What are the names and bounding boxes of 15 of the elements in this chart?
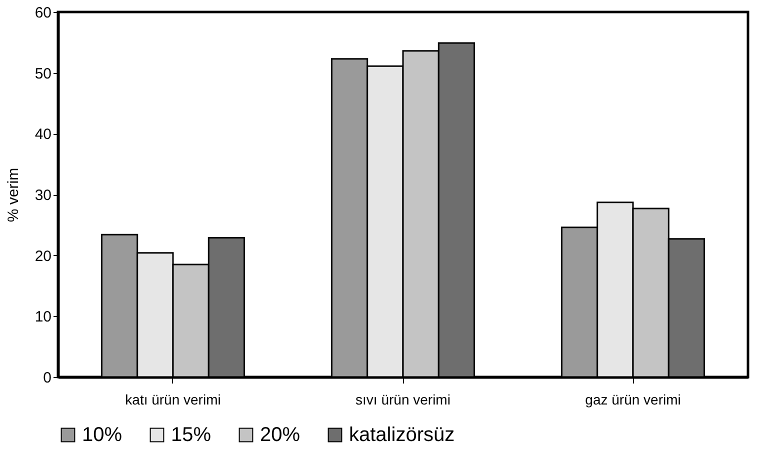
y-tick-label: 0 <box>43 370 52 386</box>
y-tick-label: 20 <box>34 248 52 265</box>
legend-label: katalizörsüz <box>349 424 455 446</box>
y-tick-label: 30 <box>34 187 52 204</box>
y-tick-label: 50 <box>34 65 52 82</box>
y-tick-label: 10 <box>34 308 52 326</box>
legend-label: 15% <box>171 424 212 446</box>
x-tick-label: sıvı ürün verimi <box>356 392 450 408</box>
legend-label: 10% <box>82 424 122 446</box>
y-tick-label: 40 <box>34 126 52 144</box>
y-tick-label: 60 <box>34 4 52 22</box>
y-axis-title: % verim <box>4 168 22 222</box>
x-tick-label: katı ürün verimi <box>125 392 221 408</box>
x-tick-label: gaz ürün verimi <box>585 392 681 408</box>
legend-label: 20% <box>260 424 300 446</box>
